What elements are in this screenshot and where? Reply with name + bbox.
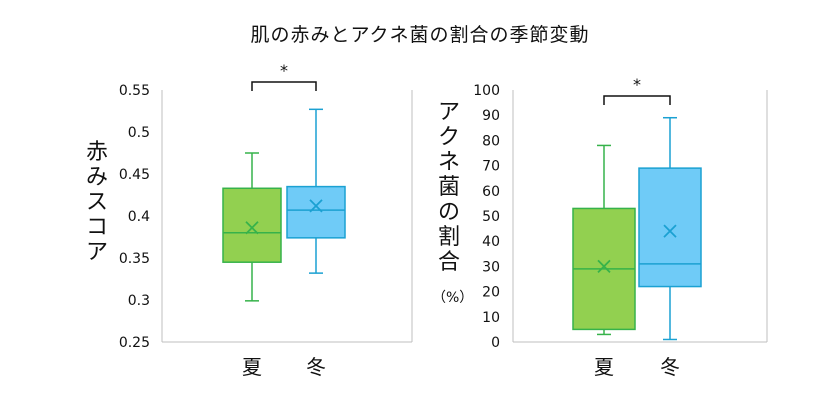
y-tick-label: 0.3 xyxy=(128,293,150,309)
y-axis-label-char: ア xyxy=(437,100,460,125)
y-tick-label: 70 xyxy=(482,159,500,175)
y-tick-label: 60 xyxy=(482,184,500,200)
chart-title: 肌の赤みとアクネ菌の割合の季節変動 xyxy=(250,24,590,46)
right-y-axis-unit: （%） xyxy=(432,290,474,306)
y-tick-label: 0.5 xyxy=(128,125,150,141)
y-tick-label: 0.4 xyxy=(128,209,150,225)
mean-marker xyxy=(663,224,677,238)
mean-marker xyxy=(309,199,323,213)
significance-marker: * xyxy=(280,61,288,80)
y-axis-label-char: 割 xyxy=(437,225,460,250)
y-axis-label-char: み xyxy=(85,165,108,190)
y-axis-label-char: コ xyxy=(85,215,108,240)
y-axis-label-char: ク xyxy=(437,125,460,150)
box-summer xyxy=(222,187,282,263)
y-tick-label: 50 xyxy=(482,209,500,225)
left-y-axis-label: 赤みスコア xyxy=(84,140,110,265)
y-tick-label: 20 xyxy=(482,285,500,301)
x-category-label: 夏 xyxy=(242,355,262,379)
significance-bracket xyxy=(603,95,671,105)
y-tick-label: 10 xyxy=(482,310,500,326)
box-winter xyxy=(286,185,346,239)
y-axis-label-char: 赤 xyxy=(85,140,108,165)
y-tick-label: 40 xyxy=(482,234,500,250)
y-tick-label: 30 xyxy=(482,259,500,275)
y-tick-label: 0.35 xyxy=(119,251,150,267)
x-category-label: 冬 xyxy=(660,355,680,379)
right-y-axis-label: アクネ菌の割合 xyxy=(436,100,462,275)
significance-marker: * xyxy=(633,75,641,94)
y-tick-label: 80 xyxy=(482,133,500,149)
y-axis-label-char: 合 xyxy=(437,250,460,275)
y-tick-label: 0.45 xyxy=(119,167,150,183)
x-category-label: 冬 xyxy=(306,355,326,379)
y-axis-label-char: の xyxy=(437,200,460,225)
y-axis-label-char: ア xyxy=(85,240,108,265)
y-axis-label-char: ス xyxy=(85,190,108,215)
y-tick-label: 100 xyxy=(473,83,500,99)
mean-marker xyxy=(597,259,611,274)
y-tick-label: 0 xyxy=(491,335,500,351)
significance-bracket xyxy=(251,81,317,91)
y-axis-label-char: 菌 xyxy=(437,175,460,200)
box-winter xyxy=(638,167,702,288)
y-tick-label: 0.55 xyxy=(119,83,150,99)
x-category-label: 夏 xyxy=(594,355,614,379)
y-tick-label: 90 xyxy=(482,108,500,124)
y-tick-label: 0.25 xyxy=(119,335,150,351)
y-axis-label-char: ネ xyxy=(437,150,460,175)
mean-marker xyxy=(245,221,259,235)
